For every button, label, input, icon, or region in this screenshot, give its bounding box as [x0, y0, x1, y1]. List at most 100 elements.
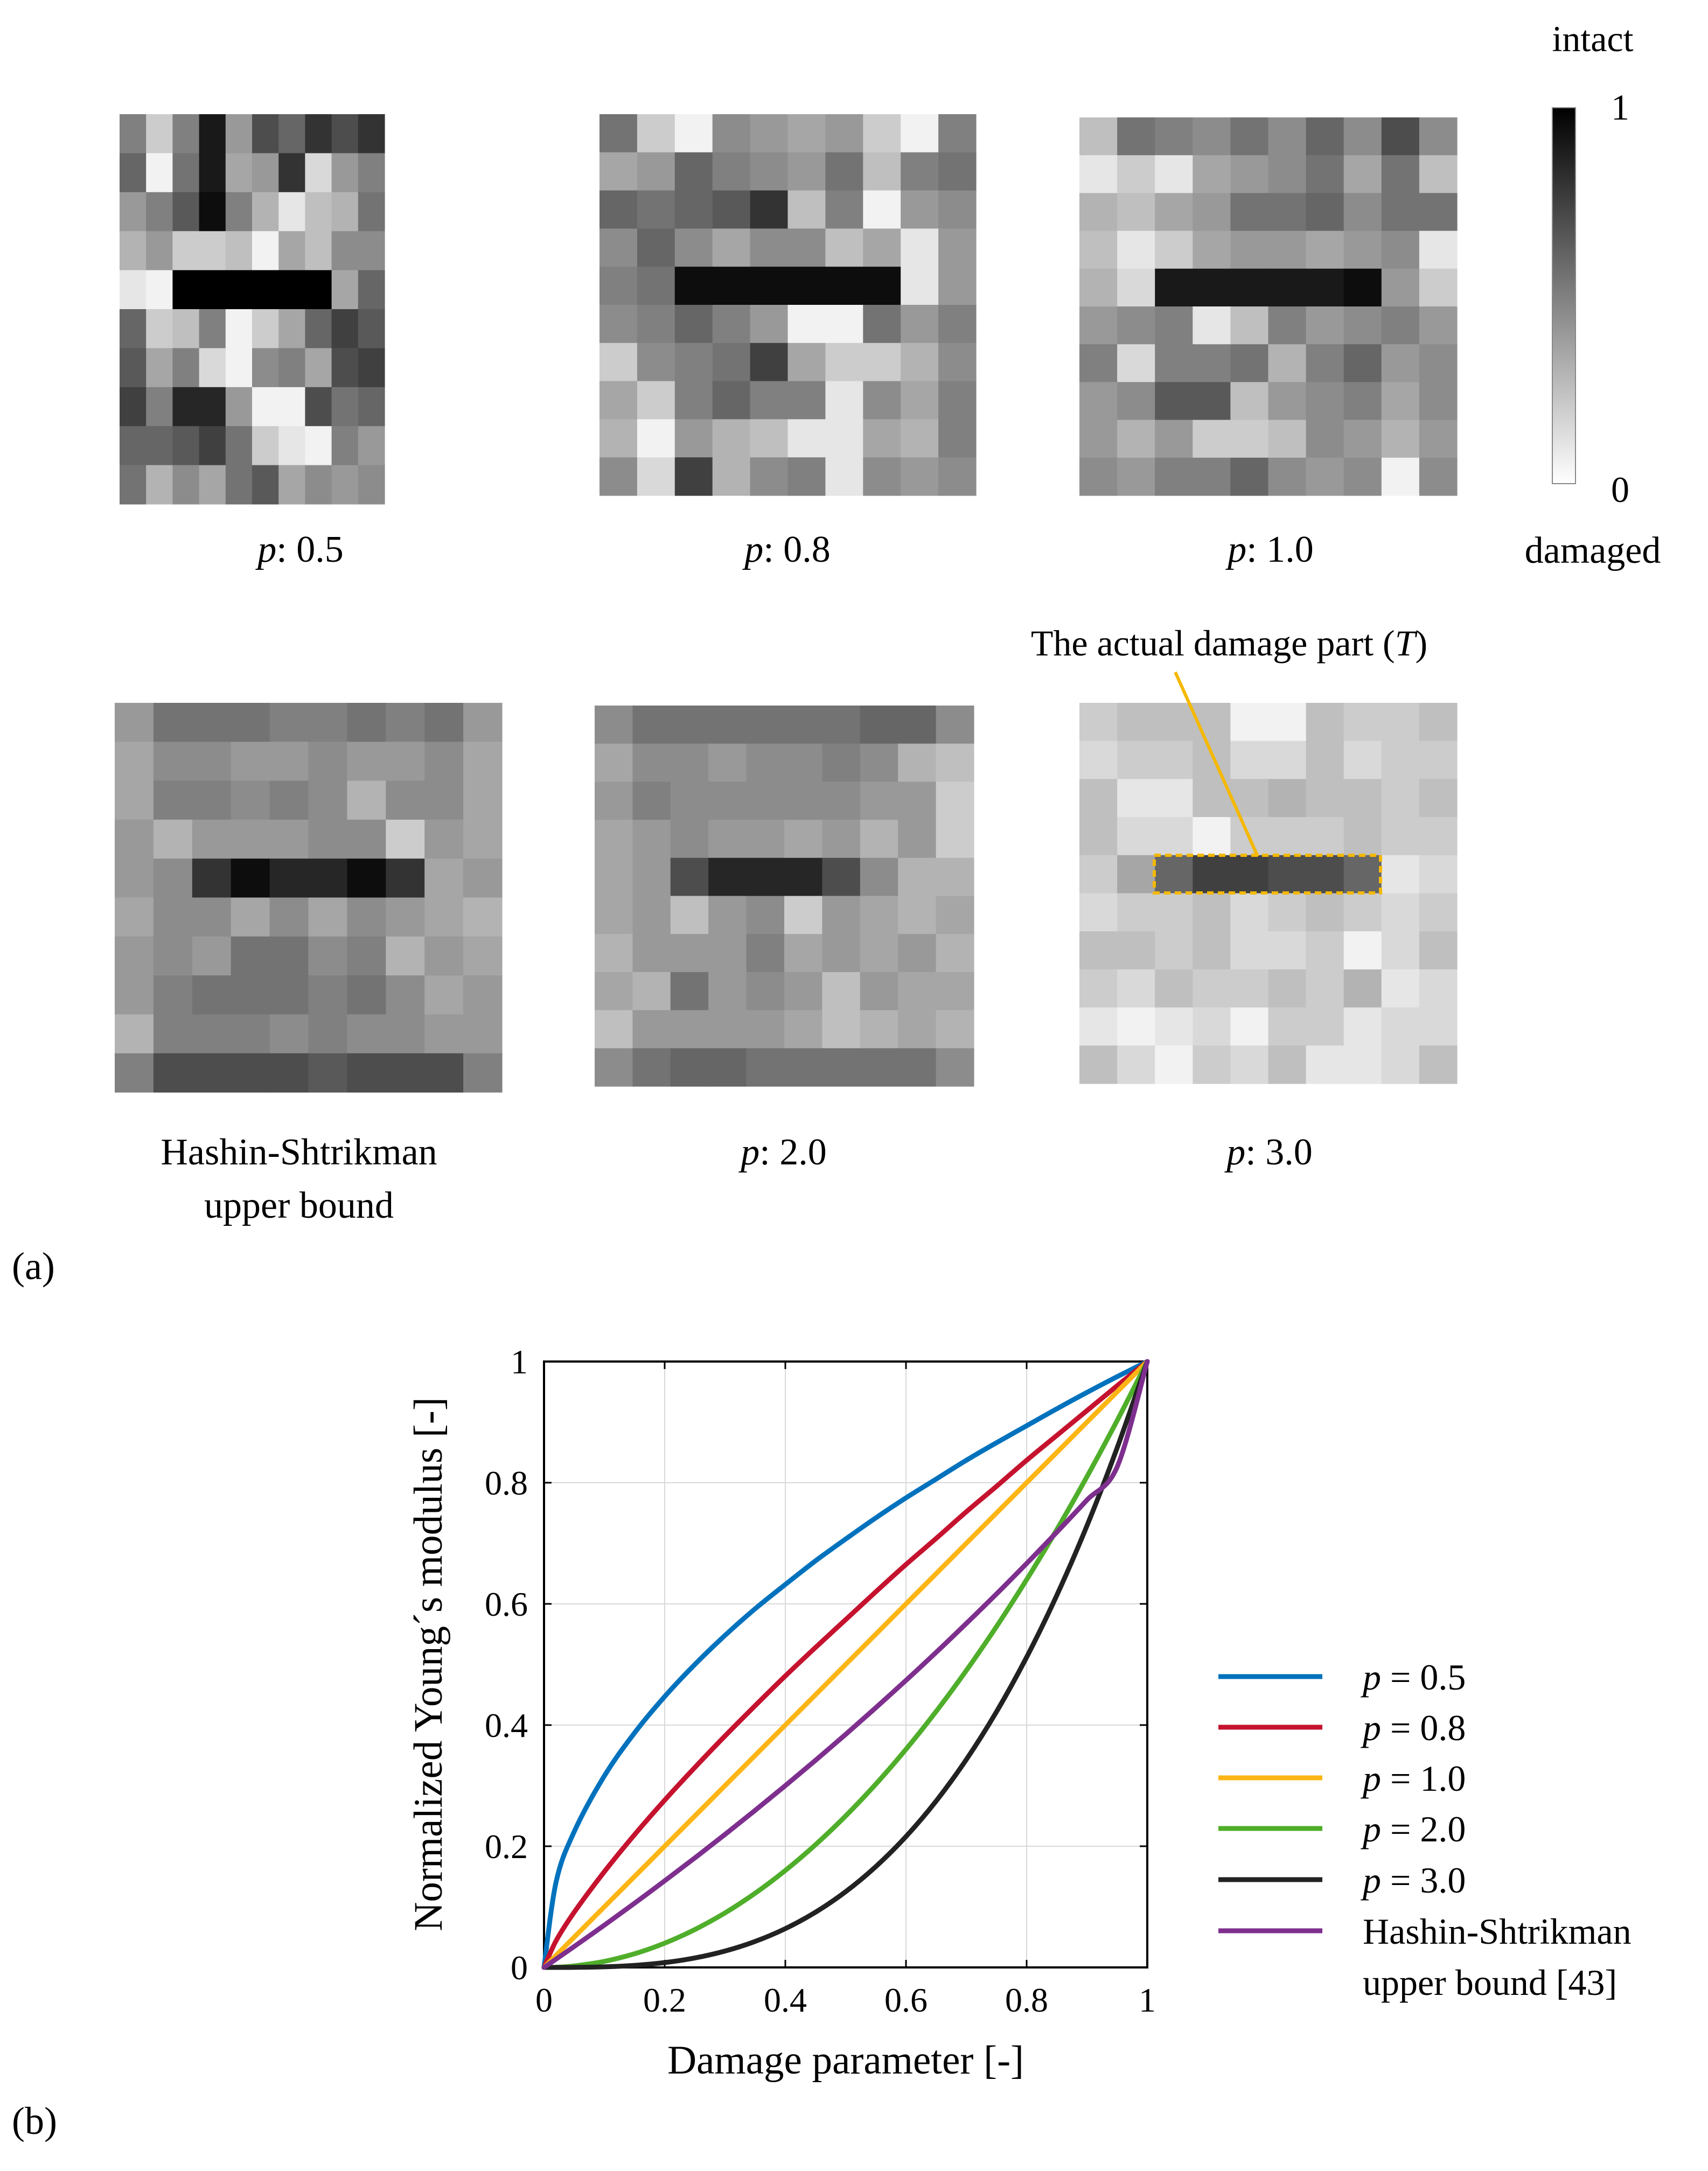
map-cell: [599, 343, 638, 382]
map-cell: [599, 152, 638, 191]
colorbar-max-tick: 1: [1611, 87, 1629, 128]
map-cell: [305, 114, 332, 153]
map-cell: [825, 267, 863, 305]
map-cell: [120, 231, 147, 271]
map-cell: [1155, 1045, 1193, 1084]
map-cell: [822, 1048, 861, 1087]
map-cell: [1079, 420, 1118, 458]
map-cell: [825, 152, 863, 191]
map-cell: [305, 192, 332, 232]
map-cell: [1155, 969, 1193, 1008]
map-cell: [172, 387, 200, 427]
map-cell: [1079, 306, 1118, 345]
map-cell: [269, 819, 309, 859]
map-cell: [674, 457, 713, 496]
map-cell: [358, 270, 385, 310]
map-cell: [1079, 817, 1118, 856]
map-cell: [386, 1053, 425, 1093]
map-cell: [308, 703, 347, 742]
caption-map-3: p: 1.0: [1225, 529, 1313, 570]
map-cell: [252, 465, 279, 505]
map-cell: [278, 465, 305, 505]
map-cell: [708, 1048, 747, 1087]
caption-map-1: p: 0.5: [255, 529, 343, 570]
map-cell: [153, 1053, 193, 1093]
map-cell: [1193, 741, 1231, 779]
map-cell: [1230, 193, 1269, 232]
legend-label-hs: Hashin-Shtrikman: [1363, 1911, 1632, 1952]
map-cell: [901, 305, 939, 344]
map-cell: [712, 343, 751, 382]
map-cell: [1230, 306, 1269, 345]
map-cell: [708, 1010, 747, 1049]
map-cell: [1343, 155, 1382, 193]
map-cell: [115, 703, 154, 742]
map-cell: [252, 114, 279, 153]
map-cell: [1306, 741, 1344, 779]
map-cell: [1193, 817, 1231, 856]
map-cell: [308, 1014, 347, 1054]
caption-map-6: p: 3.0: [1224, 1132, 1312, 1173]
map-cell: [1117, 193, 1155, 232]
map-cell: [1419, 931, 1458, 970]
map-cell: [1230, 155, 1269, 193]
map-cell: [1419, 117, 1458, 156]
map-cell: [347, 1014, 386, 1054]
map-cell: [1268, 457, 1307, 496]
map-cell: [1230, 457, 1269, 496]
map-cell: [860, 972, 898, 1011]
map-cell: [1419, 155, 1458, 193]
map-cell: [1306, 155, 1344, 193]
map-cell: [252, 231, 279, 271]
map-cell: [1079, 457, 1118, 496]
map-cell: [938, 114, 977, 153]
map-cell: [787, 267, 826, 305]
map-cell: [269, 703, 309, 742]
caption-map-2: p: 0.8: [742, 529, 830, 570]
map-cell: [936, 1010, 974, 1049]
map-cell: [1117, 855, 1155, 894]
damage-map-6: [1079, 703, 1458, 1084]
map-cell: [1419, 1007, 1458, 1046]
map-cell: [153, 819, 193, 859]
map-cell: [269, 975, 309, 1015]
map-cell: [746, 934, 785, 973]
map-cell: [938, 457, 977, 496]
map-cell: [1343, 969, 1382, 1008]
x-tick-label: 1: [1139, 1981, 1156, 2019]
map-cell: [1419, 306, 1458, 345]
map-cell: [1079, 268, 1118, 307]
map-cell: [1381, 457, 1420, 496]
map-cell: [115, 742, 154, 781]
map-cell: [120, 270, 147, 310]
map-cell: [1079, 1045, 1118, 1084]
legend-label-hs-line2: upper bound [43]: [1363, 1962, 1617, 2003]
map-cell: [898, 820, 937, 858]
map-cell: [1268, 969, 1307, 1008]
map-cell: [936, 857, 974, 897]
map-cell: [1306, 193, 1344, 232]
y-tick-label: 0.8: [485, 1464, 528, 1502]
map-cell: [936, 706, 974, 744]
map-cell: [463, 975, 503, 1015]
map-cell: [347, 975, 386, 1015]
map-cell: [860, 896, 898, 934]
map-cell: [825, 343, 863, 382]
map-cell: [424, 975, 464, 1015]
map-cell: [463, 897, 503, 937]
map-cell: [898, 934, 937, 973]
map-cell: [1117, 779, 1155, 818]
map-cell: [192, 858, 232, 898]
map-cell: [1343, 117, 1382, 156]
map-cell: [308, 936, 347, 976]
map-cell: [199, 231, 226, 271]
map-cell: [784, 1010, 822, 1049]
map-cell: [1155, 420, 1193, 458]
map-cell: [674, 305, 713, 344]
map-cell: [199, 426, 226, 466]
map-cell: [424, 742, 464, 781]
map-cell: [146, 270, 173, 310]
map-cell: [386, 703, 425, 742]
map-cell: [750, 457, 789, 496]
map-cell: [1306, 231, 1344, 269]
